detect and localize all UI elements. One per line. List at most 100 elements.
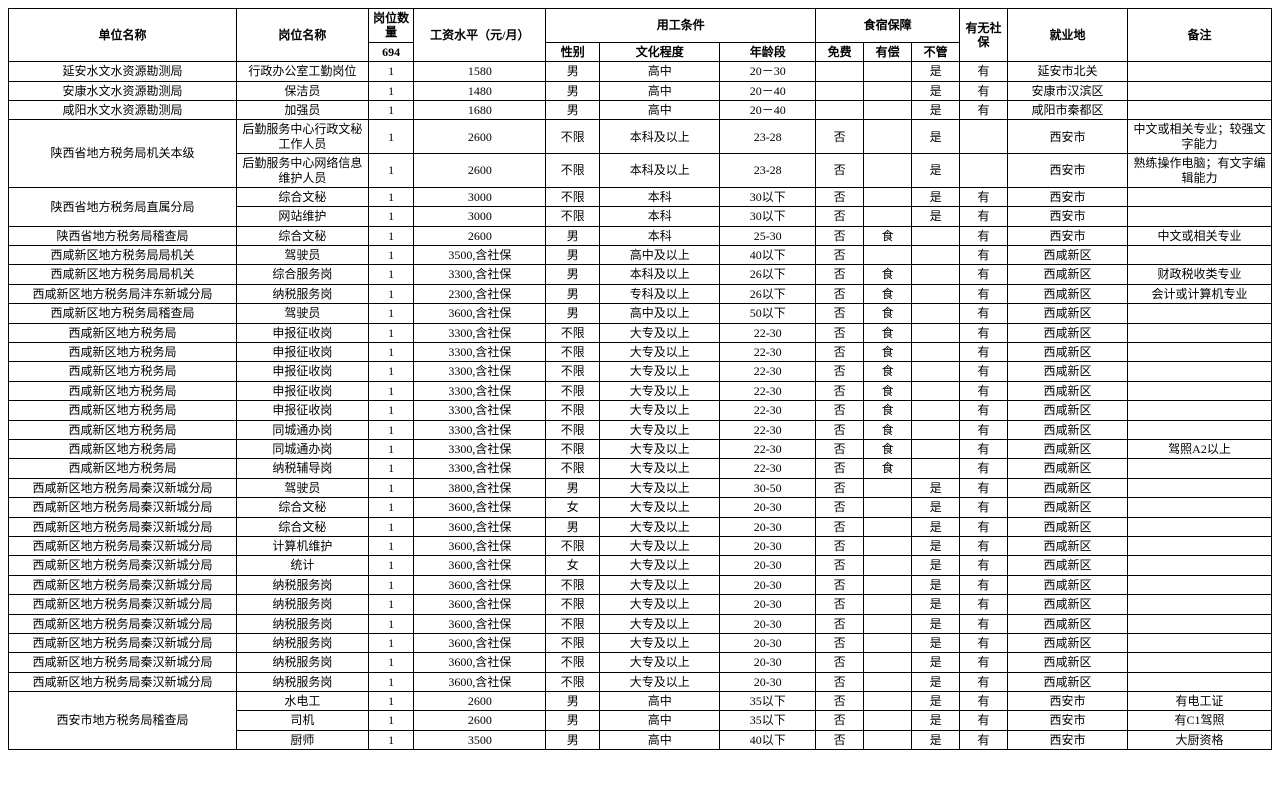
cell-loc: 西咸新区 [1008, 595, 1128, 614]
cell-edu: 大专及以上 [600, 653, 720, 672]
table-row: 西咸新区地方税务局申报征收岗13300,含社保不限大专及以上22-30否食有西咸… [9, 323, 1272, 342]
cell-post: 行政办公室工勤岗位 [236, 62, 368, 81]
cell-note [1127, 100, 1271, 119]
cell-ins: 有 [960, 633, 1008, 652]
table-row: 延安水文水资源勘测局行政办公室工勤岗位11580男高中20－30是有延安市北关 [9, 62, 1272, 81]
cell-post: 网站维护 [236, 207, 368, 226]
cell-gender: 不限 [546, 575, 600, 594]
cell-post: 保洁员 [236, 81, 368, 100]
cell-none [912, 226, 960, 245]
cell-edu: 高中 [600, 730, 720, 749]
cell-unit: 西咸新区地方税务局秦汉新城分局 [9, 517, 237, 536]
cell-loc: 西安市 [1008, 730, 1128, 749]
cell-qty: 1 [368, 187, 414, 206]
cell-unit: 西咸新区地方税务局秦汉新城分局 [9, 556, 237, 575]
cell-gender: 男 [546, 304, 600, 323]
cell-gender: 女 [546, 498, 600, 517]
cell-none: 是 [912, 672, 960, 691]
cell-paid [864, 633, 912, 652]
cell-note [1127, 323, 1271, 342]
cell-note [1127, 575, 1271, 594]
cell-ins: 有 [960, 575, 1008, 594]
cell-note [1127, 420, 1271, 439]
cell-qty: 1 [368, 633, 414, 652]
cell-paid: 食 [864, 226, 912, 245]
cell-ins [960, 154, 1008, 188]
cell-salary: 3600,含社保 [414, 517, 546, 536]
cell-edu: 大专及以上 [600, 362, 720, 381]
cell-paid [864, 246, 912, 265]
cell-gender: 女 [546, 556, 600, 575]
cell-post: 统计 [236, 556, 368, 575]
cell-none: 是 [912, 653, 960, 672]
hdr-qty-total: 694 [368, 42, 414, 61]
cell-unit: 西咸新区地方税务局秦汉新城分局 [9, 614, 237, 633]
cell-none: 是 [912, 692, 960, 711]
hdr-note: 备注 [1127, 9, 1271, 62]
cell-age: 25-30 [720, 226, 816, 245]
cell-loc: 西安市 [1008, 226, 1128, 245]
cell-edu: 高中 [600, 62, 720, 81]
cell-paid [864, 536, 912, 555]
cell-unit: 西咸新区地方税务局秦汉新城分局 [9, 536, 237, 555]
cell-post: 申报征收岗 [236, 381, 368, 400]
cell-age: 22-30 [720, 381, 816, 400]
cell-edu: 大专及以上 [600, 672, 720, 691]
cell-ins: 有 [960, 284, 1008, 303]
cell-unit: 安康水文水资源勘测局 [9, 81, 237, 100]
cell-note: 中文或相关专业；较强文字能力 [1127, 120, 1271, 154]
recruitment-table: 单位名称 岗位名称 岗位数量 工资水平（元/月） 用工条件 食宿保障 有无社保 … [8, 8, 1272, 750]
cell-salary: 3300,含社保 [414, 343, 546, 362]
cell-post: 同城通办岗 [236, 439, 368, 458]
cell-none: 是 [912, 187, 960, 206]
cell-edu: 大专及以上 [600, 595, 720, 614]
cell-ins: 有 [960, 100, 1008, 119]
cell-unit: 西咸新区地方税务局 [9, 381, 237, 400]
cell-paid [864, 730, 912, 749]
cell-unit: 咸阳水文水资源勘测局 [9, 100, 237, 119]
cell-loc: 西咸新区 [1008, 653, 1128, 672]
cell-edu: 大专及以上 [600, 536, 720, 555]
cell-free: 否 [816, 536, 864, 555]
cell-post: 计算机维护 [236, 536, 368, 555]
cell-none: 是 [912, 154, 960, 188]
cell-paid [864, 154, 912, 188]
cell-age: 35以下 [720, 711, 816, 730]
cell-ins: 有 [960, 556, 1008, 575]
cell-note: 驾照A2以上 [1127, 439, 1271, 458]
cell-loc: 西咸新区 [1008, 284, 1128, 303]
cell-loc: 西咸新区 [1008, 536, 1128, 555]
cell-ins: 有 [960, 536, 1008, 555]
cell-qty: 1 [368, 575, 414, 594]
cell-salary: 3300,含社保 [414, 459, 546, 478]
cell-post: 综合文秘 [236, 517, 368, 536]
cell-paid [864, 595, 912, 614]
cell-ins: 有 [960, 81, 1008, 100]
cell-qty: 1 [368, 614, 414, 633]
cell-age: 30以下 [720, 207, 816, 226]
cell-note [1127, 498, 1271, 517]
cell-age: 20－40 [720, 81, 816, 100]
hdr-paid: 有偿 [864, 42, 912, 61]
cell-free: 否 [816, 246, 864, 265]
cell-unit: 西咸新区地方税务局秦汉新城分局 [9, 653, 237, 672]
cell-gender: 不限 [546, 633, 600, 652]
cell-none [912, 420, 960, 439]
hdr-free: 免费 [816, 42, 864, 61]
table-row: 西咸新区地方税务局同城通办岗13300,含社保不限大专及以上22-30否食有西咸… [9, 420, 1272, 439]
cell-edu: 本科及以上 [600, 154, 720, 188]
cell-edu: 专科及以上 [600, 284, 720, 303]
cell-edu: 高中 [600, 81, 720, 100]
cell-edu: 本科 [600, 207, 720, 226]
cell-age: 20-30 [720, 556, 816, 575]
cell-free: 否 [816, 478, 864, 497]
cell-free [816, 100, 864, 119]
table-row: 西咸新区地方税务局同城通办岗13300,含社保不限大专及以上22-30否食有西咸… [9, 439, 1272, 458]
cell-gender: 男 [546, 265, 600, 284]
cell-none [912, 246, 960, 265]
hdr-age: 年龄段 [720, 42, 816, 61]
cell-note: 熟练操作电脑；有文字编辑能力 [1127, 154, 1271, 188]
cell-ins: 有 [960, 459, 1008, 478]
cell-post: 驾驶员 [236, 304, 368, 323]
cell-free: 否 [816, 614, 864, 633]
